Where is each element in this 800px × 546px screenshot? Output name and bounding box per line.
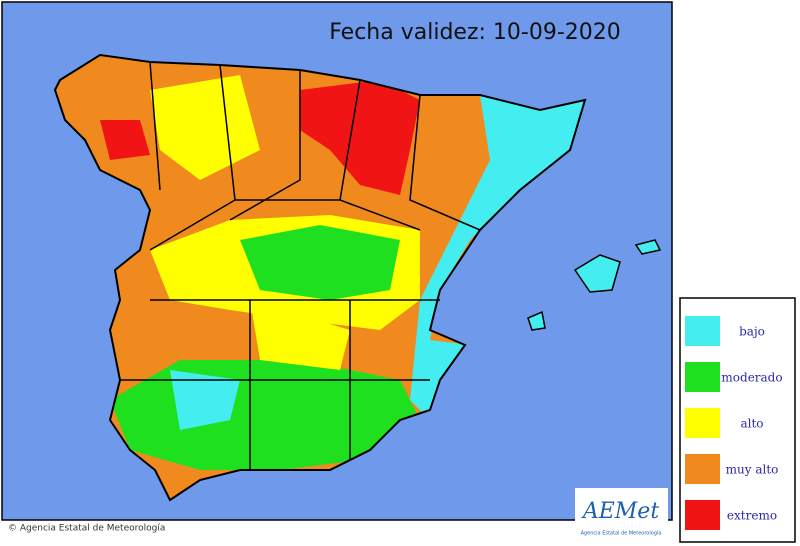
mallorca: [573, 254, 621, 293]
menorca: [634, 239, 662, 255]
credit: © Agencia Estatal de Meteorología: [8, 524, 165, 534]
legend-label: alto: [740, 417, 763, 431]
zone-moderado: [240, 225, 400, 300]
logo-box: [575, 488, 668, 538]
risk-map: [55, 55, 585, 500]
legend-swatch: [685, 500, 720, 530]
zone-alto: [250, 300, 350, 370]
mainland-outline: [53, 53, 587, 502]
legend-label: muy alto: [726, 463, 779, 477]
zone-alto: [150, 75, 260, 180]
zone-bajo: [170, 370, 240, 430]
ibiza: [527, 310, 546, 331]
logo-subtitle: Agencia Estatal de Meteorología: [581, 530, 662, 537]
legend-swatch: [685, 454, 720, 484]
zone-extremo: [300, 80, 420, 195]
map-title: Fecha validez: 10-09-2020: [329, 20, 621, 45]
legend-label: extremo: [727, 509, 777, 523]
logo-name: AEMet: [581, 499, 659, 524]
legend-swatch: [685, 362, 720, 392]
province-borders: [120, 61, 481, 470]
legend-label: moderado: [721, 371, 782, 385]
legend-label: bajo: [739, 325, 765, 339]
legend-swatch: [685, 316, 720, 346]
zone-extremo: [100, 120, 150, 160]
legend-swatch: [685, 408, 720, 438]
